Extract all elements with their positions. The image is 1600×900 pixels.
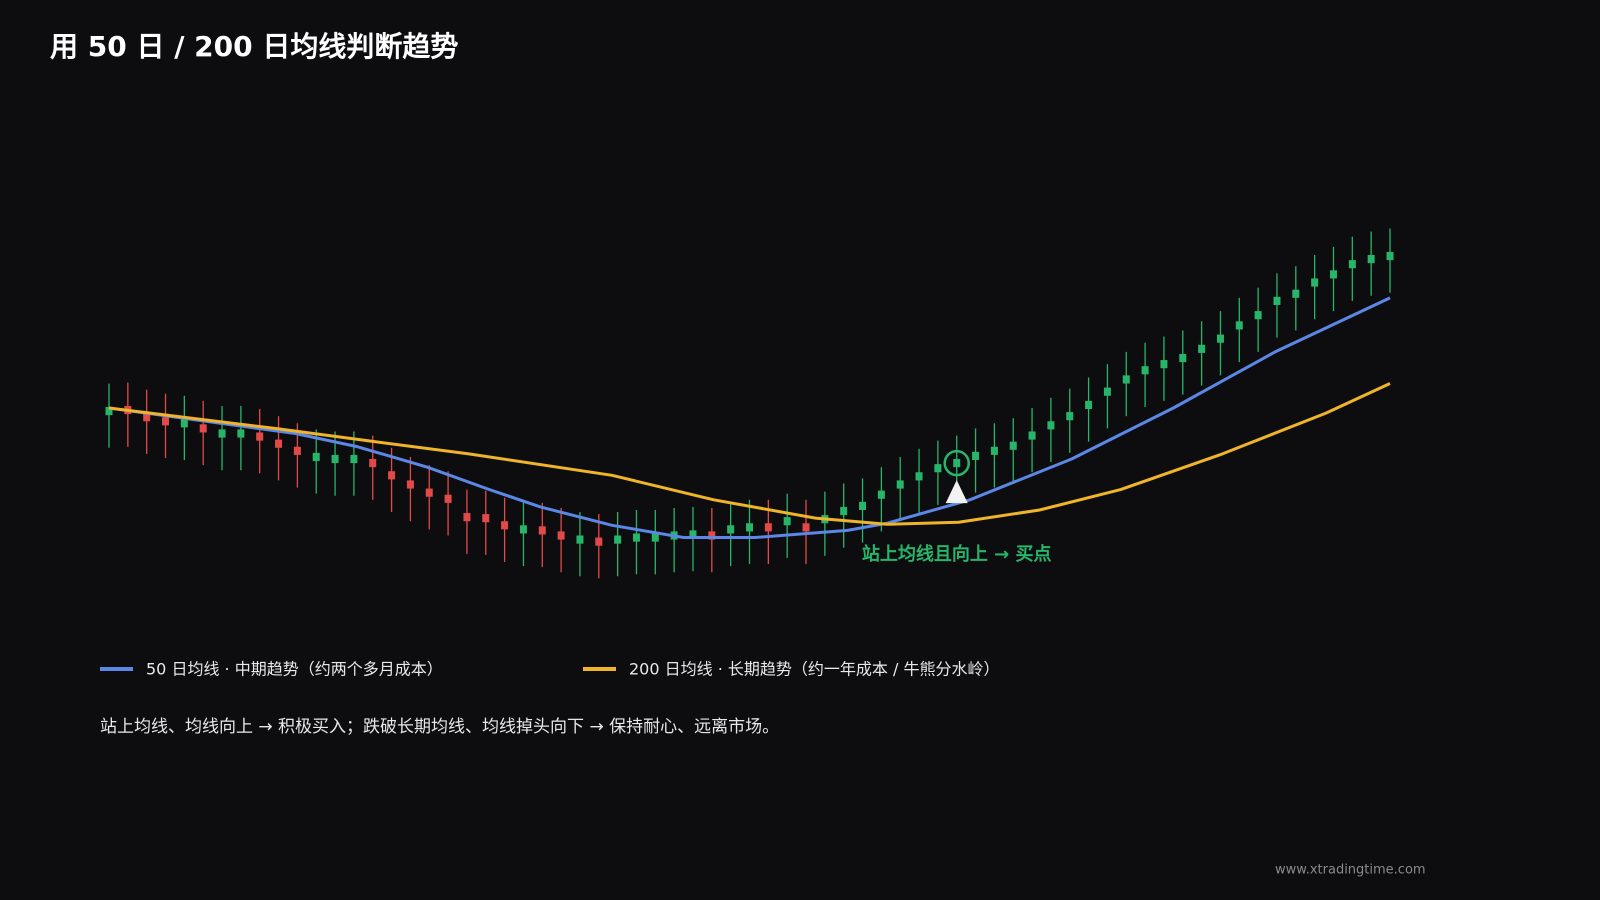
candle-body [915, 472, 923, 481]
candle-body [1028, 431, 1036, 440]
chart-title: 用 50 日 / 200 日均线判断趋势 [50, 30, 458, 63]
candle-body [557, 531, 565, 540]
candle-body [1273, 296, 1281, 305]
legend-label: 50 日均线 · 中期趋势（约两个多月成本） [146, 660, 443, 679]
candle-body [746, 523, 753, 532]
candle-body [783, 517, 791, 526]
candle-body [1009, 441, 1017, 450]
candle-body [840, 506, 848, 516]
candle-body [538, 526, 546, 535]
note: 站上均线、均线向上 → 积极买入；跌破长期均线、均线掉头向下 → 保持耐心、远离… [100, 717, 779, 737]
candle-body [764, 523, 772, 532]
candle-body [1367, 255, 1375, 264]
candle-body [180, 419, 188, 428]
candle-body [143, 413, 151, 422]
candle-body [972, 451, 980, 461]
candle-body [632, 533, 640, 542]
candle-body [576, 535, 584, 544]
candle-body [331, 454, 339, 464]
candle-body [689, 530, 697, 539]
candle-body [218, 429, 226, 438]
candle-body [482, 514, 490, 523]
candle-body [369, 459, 377, 468]
annotation-arrow [945, 480, 968, 504]
candle-body [162, 417, 170, 426]
moving-average [108, 382, 1391, 526]
candle-body [1085, 400, 1093, 410]
candle-body [501, 521, 509, 530]
candle-body [1254, 311, 1262, 320]
candle-body [877, 490, 885, 499]
candle-body [859, 501, 867, 510]
candle-body [1216, 334, 1224, 343]
candle-body [237, 429, 245, 438]
candle-body [1329, 270, 1337, 279]
candle-body [1348, 260, 1356, 269]
candle-body [1292, 289, 1300, 298]
candle-body [275, 439, 283, 448]
candle-body [463, 513, 471, 522]
candle-body [953, 459, 961, 468]
candle-body [727, 525, 735, 534]
candle-body [444, 494, 452, 503]
candle-body [614, 535, 622, 544]
annotation-text: 站上均线且向上 → 买点 [862, 543, 1052, 565]
candle-body [1103, 387, 1111, 396]
candle-body [350, 454, 358, 464]
candle-body [802, 523, 810, 532]
candle-body [406, 480, 414, 489]
candle-body [708, 531, 716, 540]
candle-body [425, 488, 433, 497]
candle-body [1141, 366, 1149, 375]
candle-body [595, 537, 603, 546]
legend-label: 200 日均线 · 长期趋势（约一年成本 / 牛熊分水岭） [629, 660, 999, 679]
candle-body [256, 432, 264, 441]
candle-body [105, 406, 113, 416]
candle-body [1198, 344, 1206, 353]
candle-body [896, 480, 904, 489]
footer: www.xtradingtime.com [1275, 863, 1426, 878]
candle-body [651, 533, 659, 542]
candle-body [1235, 321, 1243, 330]
candle-body [1122, 375, 1130, 384]
candle-body [1066, 412, 1074, 421]
candle-body [1179, 353, 1187, 363]
candle-body [1386, 251, 1394, 261]
candle-body [1160, 360, 1168, 369]
candle-body [934, 464, 942, 473]
candle-body [1311, 278, 1319, 287]
candle-body [293, 446, 301, 455]
candle-body [1047, 421, 1055, 430]
candle-body [312, 452, 320, 462]
candle-body [519, 525, 527, 534]
candle-body [199, 424, 207, 433]
candle-body [990, 446, 998, 455]
moving-average [108, 296, 1391, 540]
candle-body [388, 471, 396, 480]
annotation-circle [943, 449, 970, 477]
